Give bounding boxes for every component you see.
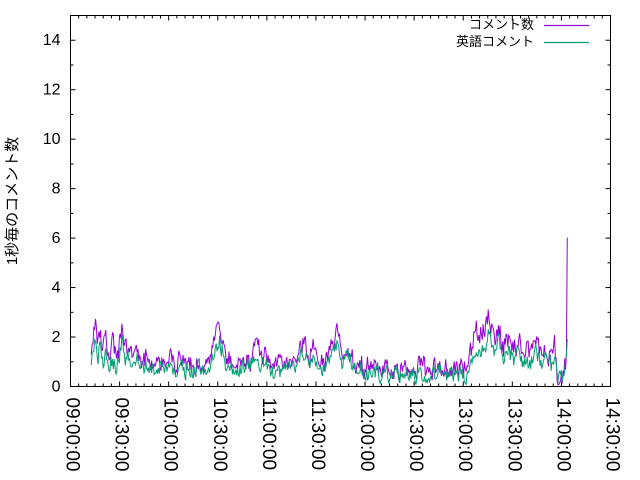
svg-text:4: 4 — [52, 280, 61, 297]
svg-text:10:00:00: 10:00:00 — [160, 398, 181, 472]
svg-text:09:00:00: 09:00:00 — [62, 398, 83, 472]
svg-text:10: 10 — [43, 131, 61, 148]
svg-text:12: 12 — [43, 82, 61, 99]
svg-text:10:30:00: 10:30:00 — [209, 398, 230, 472]
svg-text:2: 2 — [52, 329, 61, 346]
svg-text:11:30:00: 11:30:00 — [307, 398, 328, 471]
svg-text:14:30:00: 14:30:00 — [602, 398, 623, 472]
svg-text:1秒毎のコメント数: 1秒毎のコメント数 — [4, 137, 21, 265]
svg-text:12:30:00: 12:30:00 — [405, 398, 426, 472]
svg-text:0: 0 — [52, 379, 61, 396]
svg-text:11:00:00: 11:00:00 — [258, 398, 279, 471]
svg-text:14: 14 — [43, 32, 61, 49]
svg-text:13:00:00: 13:00:00 — [454, 398, 475, 472]
svg-text:コメント数: コメント数 — [469, 17, 534, 32]
svg-text:英語コメント: 英語コメント — [456, 34, 534, 49]
svg-text:6: 6 — [52, 230, 61, 247]
svg-text:13:30:00: 13:30:00 — [503, 398, 524, 472]
svg-text:09:30:00: 09:30:00 — [111, 398, 132, 472]
svg-text:8: 8 — [52, 181, 61, 198]
svg-text:14:00:00: 14:00:00 — [552, 398, 573, 472]
svg-text:12:00:00: 12:00:00 — [356, 398, 377, 472]
